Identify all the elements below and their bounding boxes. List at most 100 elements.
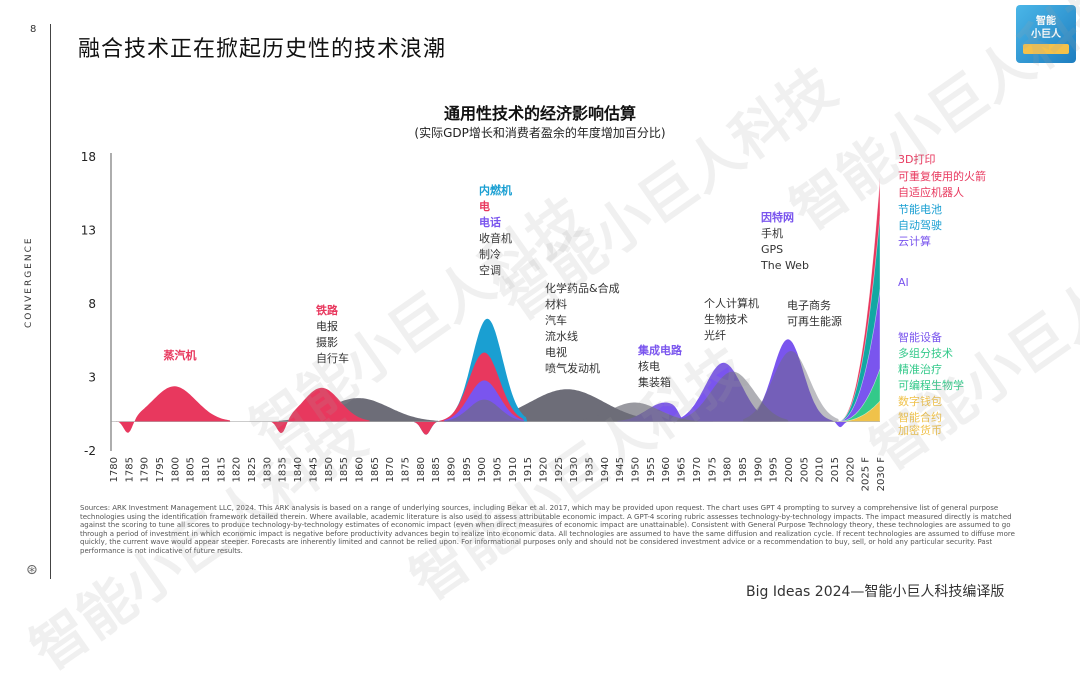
chart: 18 13 8 3 -2 1780 1785 1790 1795 1800 1805 1810 1815…: [81, 150, 986, 492]
x-tick-label: 2010: [815, 457, 826, 482]
book-icon: [1023, 43, 1069, 54]
x-tick-label: 1885: [431, 457, 442, 482]
x-tick-label: 1925: [554, 457, 565, 482]
x-tick-label: 1865: [370, 457, 381, 482]
series-railroad: [269, 387, 370, 433]
series-convergence-purple: [836, 289, 881, 422]
legend-label: 3D打印: [898, 152, 935, 166]
annotation-label: 摄影: [316, 335, 338, 349]
x-tick-label: 1780: [109, 457, 120, 482]
x-tick-label: 1860: [354, 457, 365, 482]
x-tick-label: 1960: [661, 457, 672, 482]
x-tick-label: 1835: [278, 457, 289, 482]
x-tick-label: 1910: [508, 457, 519, 482]
x-tick-label: 1985: [738, 457, 749, 482]
footer-logo-icon: ⊛: [26, 562, 38, 578]
annotation-label: 蒸汽机: [164, 348, 197, 362]
brand-logo[interactable]: 智能 小巨人: [1016, 5, 1076, 63]
x-tick-label: 2020: [845, 457, 856, 482]
x-tick-label: 1945: [615, 457, 626, 482]
annotation-label: 铁路: [316, 303, 339, 317]
x-tick-label: 1990: [753, 457, 764, 482]
chart-title: 通用性技术的经济影响估算: [443, 104, 636, 123]
annotation-label: 材料: [545, 297, 567, 311]
x-tick-label: 1870: [385, 457, 396, 482]
x-tick-label: 1920: [539, 457, 550, 482]
annotation-label: 化学药品&合成: [545, 281, 620, 295]
x-tick-label: 1825: [247, 457, 258, 482]
y-tick-label: -2: [84, 444, 96, 458]
x-tick-label: 1815: [216, 457, 227, 482]
x-tick-label: 1855: [339, 457, 350, 482]
x-tick-label: 2005: [799, 457, 810, 482]
x-tick-label: 1975: [707, 457, 718, 482]
legend-label: 可编程生物学: [898, 378, 964, 392]
annotation-label: 电报: [316, 319, 338, 333]
x-tick-label: 1915: [523, 457, 534, 482]
annotation-label: 喷气发动机: [545, 361, 600, 375]
x-tick-label: 2025 F: [861, 457, 872, 492]
x-tick-label: 1965: [677, 457, 688, 482]
series-computing-gray: [676, 371, 789, 422]
legend-label: 智能设备: [898, 330, 942, 344]
annotation-label: 内燃机: [479, 183, 512, 197]
annotation-label: 电视: [545, 345, 567, 359]
x-tick-label: 1790: [140, 457, 151, 482]
x-tick-label: 1905: [493, 457, 504, 482]
annotation-label: 电子商务: [787, 298, 831, 312]
x-tick-label: 1970: [692, 457, 703, 482]
annotation-label: 汽车: [545, 313, 567, 327]
annotation-label: The Web: [760, 259, 809, 272]
sources-note: Sources: ARK Investment Management LLC, …: [80, 504, 1015, 555]
x-tick-label: 1935: [585, 457, 596, 482]
series-internet-wave: [748, 339, 849, 428]
annotation-label: 个人计算机: [704, 296, 759, 310]
legend-label: 自动驾驶: [898, 218, 942, 232]
annotation-label: 收音机: [479, 231, 512, 245]
annotation-label: 空调: [479, 263, 501, 277]
annotation-label: GPS: [761, 243, 783, 256]
annotation-label: 核电: [638, 359, 660, 373]
series-midcentury-gray: [570, 402, 699, 422]
x-tick-label: 1955: [646, 457, 657, 482]
legend-label: 节能电池: [898, 202, 942, 216]
legend-label: 云计算: [898, 234, 931, 248]
series-convergence-green: [837, 368, 881, 422]
x-tick-label: 1875: [400, 457, 411, 482]
legend-label: AI: [898, 276, 909, 289]
x-tick-label: 1830: [262, 457, 273, 482]
x-tick-label: 1820: [232, 457, 243, 482]
x-tick-label: 1890: [446, 457, 457, 482]
annotation-label: 可再生能源: [787, 314, 842, 328]
footer-text: Big Ideas 2024—智能小巨人科技编译版: [746, 584, 1005, 600]
legend-label: 加密货币: [898, 423, 942, 437]
series-convergence-yellow: [837, 400, 881, 422]
x-tick-label: 2015: [830, 457, 841, 482]
legend-label: 多组分技术: [898, 346, 953, 360]
annotation-label: 因特网: [761, 210, 794, 224]
x-tick-label: 1980: [723, 457, 734, 482]
x-tick-label: 1785: [124, 457, 135, 482]
y-tick-label: 8: [88, 297, 96, 311]
x-tick-label: 1950: [631, 457, 642, 482]
page-title: 融合技术正在掀起历史性的技术浪潮: [78, 37, 447, 62]
y-tick-label: 3: [88, 371, 96, 385]
logo-line-1: 智能: [1036, 15, 1056, 27]
logo-line-2: 小巨人: [1031, 28, 1061, 40]
x-tick-label: 1810: [201, 457, 212, 482]
x-tick-label: 1930: [569, 457, 580, 482]
page-number: 8: [30, 24, 37, 35]
chart-subtitle: (实际GDP增长和消费者盈余的年度增加百分比): [414, 126, 666, 140]
x-tick-label: 1880: [416, 457, 427, 482]
annotation-label: 电: [479, 199, 490, 213]
legend-label: 可重复使用的火箭: [898, 169, 986, 183]
annotation-label: 集装箱: [638, 375, 671, 389]
x-tick-label: 1940: [600, 457, 611, 482]
x-tick-label: 1805: [186, 457, 197, 482]
x-tick-label: 1800: [170, 457, 181, 482]
annotation-label: 手机: [761, 226, 783, 240]
side-divider: [50, 24, 51, 579]
x-tick-label: 1995: [769, 457, 780, 482]
x-tick-label: 1900: [477, 457, 488, 482]
x-tick-label: 1795: [155, 457, 166, 482]
